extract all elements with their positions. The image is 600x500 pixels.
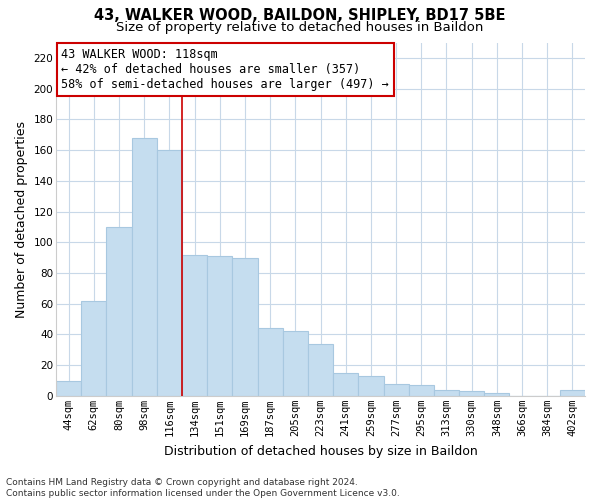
Bar [333,373,358,396]
Y-axis label: Number of detached properties: Number of detached properties [15,120,28,318]
Text: Contains HM Land Registry data © Crown copyright and database right 2024.
Contai: Contains HM Land Registry data © Crown c… [6,478,400,498]
Text: 43, WALKER WOOD, BAILDON, SHIPLEY, BD17 5BE: 43, WALKER WOOD, BAILDON, SHIPLEY, BD17 … [94,8,506,22]
Bar [56,380,81,396]
X-axis label: Distribution of detached houses by size in Baildon: Distribution of detached houses by size … [164,444,478,458]
Bar [560,390,585,396]
Bar [459,392,484,396]
Bar [106,227,131,396]
Bar [358,376,383,396]
Text: Size of property relative to detached houses in Baildon: Size of property relative to detached ho… [116,21,484,34]
Bar [182,254,207,396]
Bar [409,385,434,396]
Bar [257,328,283,396]
Bar [207,256,232,396]
Bar [434,390,459,396]
Bar [383,384,409,396]
Bar [81,300,106,396]
Bar [308,344,333,396]
Bar [131,138,157,396]
Bar [283,332,308,396]
Bar [232,258,257,396]
Bar [157,150,182,396]
Bar [484,393,509,396]
Text: 43 WALKER WOOD: 118sqm
← 42% of detached houses are smaller (357)
58% of semi-de: 43 WALKER WOOD: 118sqm ← 42% of detached… [61,48,389,91]
